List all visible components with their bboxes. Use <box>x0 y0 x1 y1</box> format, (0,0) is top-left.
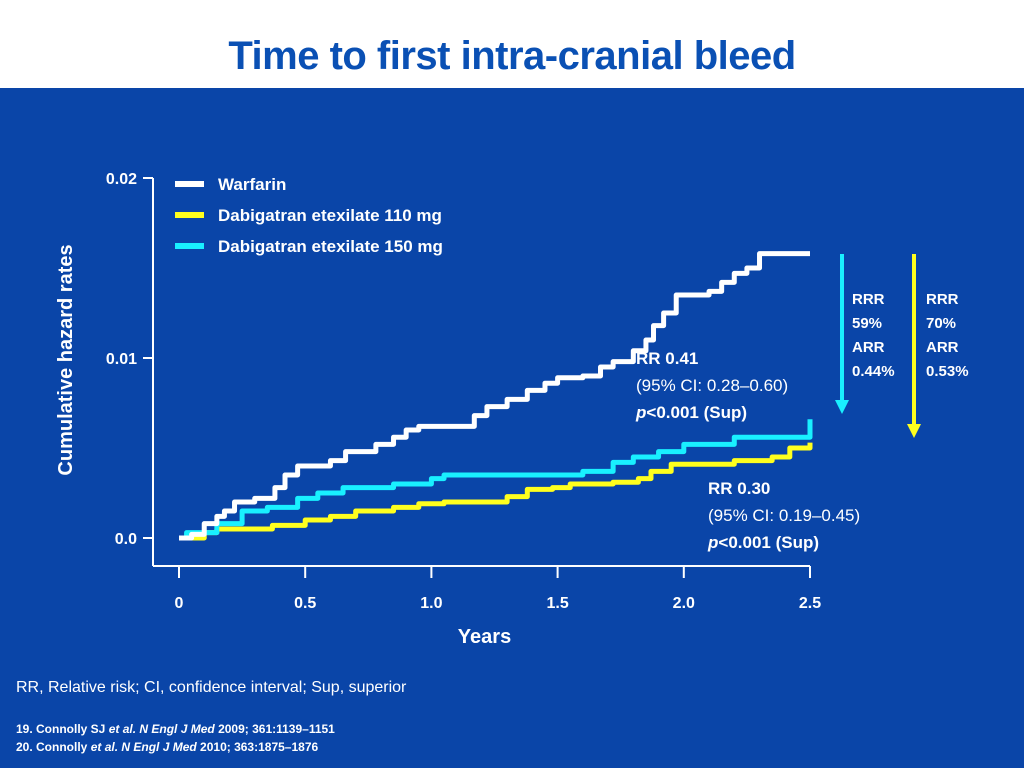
reference-1-suffix: 2009; 361:1139–1151 <box>214 722 335 736</box>
reference-2-suffix: 2010; 363:1875–1876 <box>196 740 319 754</box>
rr110-p: p <box>707 533 718 552</box>
rrr150-line2: 59% <box>852 315 882 332</box>
rrr110-line4: 0.53% <box>926 363 969 380</box>
references: 19. Connolly SJ et al. N Engl J Med 2009… <box>16 720 335 756</box>
reference-2-prefix: 20. Connolly <box>16 740 91 754</box>
chart-annotations: RR 0.41 (95% CI: 0.28–0.60) p<0.001 (Sup… <box>635 254 969 552</box>
legend-label: Dabigatran etexilate 110 mg <box>218 206 442 225</box>
rr150-pvalue: p<0.001 (Sup) <box>635 403 747 422</box>
y-tick-label: 0.01 <box>106 351 137 368</box>
legend-label: Warfarin <box>218 175 286 194</box>
slide-title: Time to first intra-cranial bleed <box>228 34 796 78</box>
rrr110-line3: ARR <box>926 339 959 356</box>
x-tick-label: 1.5 <box>546 595 568 612</box>
rrr150-line3: ARR <box>852 339 885 356</box>
arrow-150-head <box>835 400 849 414</box>
rr110-title: RR 0.30 <box>708 479 770 498</box>
rrr110-line2: 70% <box>926 315 956 332</box>
y-tick-label: 0.0 <box>115 531 137 548</box>
rrr150-line1: RRR <box>852 291 885 308</box>
reference-1-journal: et al. N Engl J Med <box>108 722 215 736</box>
rr150-p-rest: <0.001 (Sup) <box>646 403 747 422</box>
x-axis-title: Years <box>458 626 511 648</box>
series-line-warfarin <box>179 251 810 541</box>
y-axis-title: Cumulative hazard rates <box>55 244 77 475</box>
x-tick-label: 1.0 <box>420 595 442 612</box>
reference-1-prefix: 19. Connolly SJ <box>16 722 109 736</box>
rr110-ci: (95% CI: 0.19–0.45) <box>708 506 860 525</box>
rr110-p-rest: <0.001 (Sup) <box>718 533 819 552</box>
legend-label: Dabigatran etexilate 150 mg <box>218 237 443 256</box>
series-line-dabigatran-etexilate-150-mg <box>179 419 813 541</box>
series-line-dabigatran-etexilate-110-mg <box>179 442 813 541</box>
rr150-p: p <box>635 403 646 422</box>
rrr150-line4: 0.44% <box>852 363 895 380</box>
x-tick-label: 0.5 <box>294 595 316 612</box>
y-tick-label: 0.02 <box>106 171 137 188</box>
reference-1: 19. Connolly SJ et al. N Engl J Med 2009… <box>16 720 335 738</box>
title-bar: Time to first intra-cranial bleed <box>0 0 1024 88</box>
rr150-ci: (95% CI: 0.28–0.60) <box>636 376 788 395</box>
arrow-110-head <box>907 424 921 438</box>
footnote: RR, Relative risk; CI, confidence interv… <box>16 679 407 696</box>
chart-axes: 0.0 0.01 0.02 0 0.5 1.0 1.5 2.0 2.5 Years Cumulati… <box>55 171 821 648</box>
reference-2-journal: et al. N Engl J Med <box>90 740 197 754</box>
x-tick-label: 2.0 <box>673 595 695 612</box>
reference-2: 20. Connolly et al. N Engl J Med 2010; 3… <box>16 738 335 756</box>
content-panel <box>0 88 1024 768</box>
rr150-title: RR 0.41 <box>636 349 698 368</box>
rr110-pvalue: p<0.001 (Sup) <box>707 533 819 552</box>
rrr110-line1: RRR <box>926 291 959 308</box>
x-tick-label: 2.5 <box>799 595 821 612</box>
chart-series <box>179 251 813 541</box>
x-tick-label: 0 <box>175 595 184 612</box>
chart-legend: Warfarin Dabigatran etexilate 110 mg Dabig… <box>175 175 443 256</box>
